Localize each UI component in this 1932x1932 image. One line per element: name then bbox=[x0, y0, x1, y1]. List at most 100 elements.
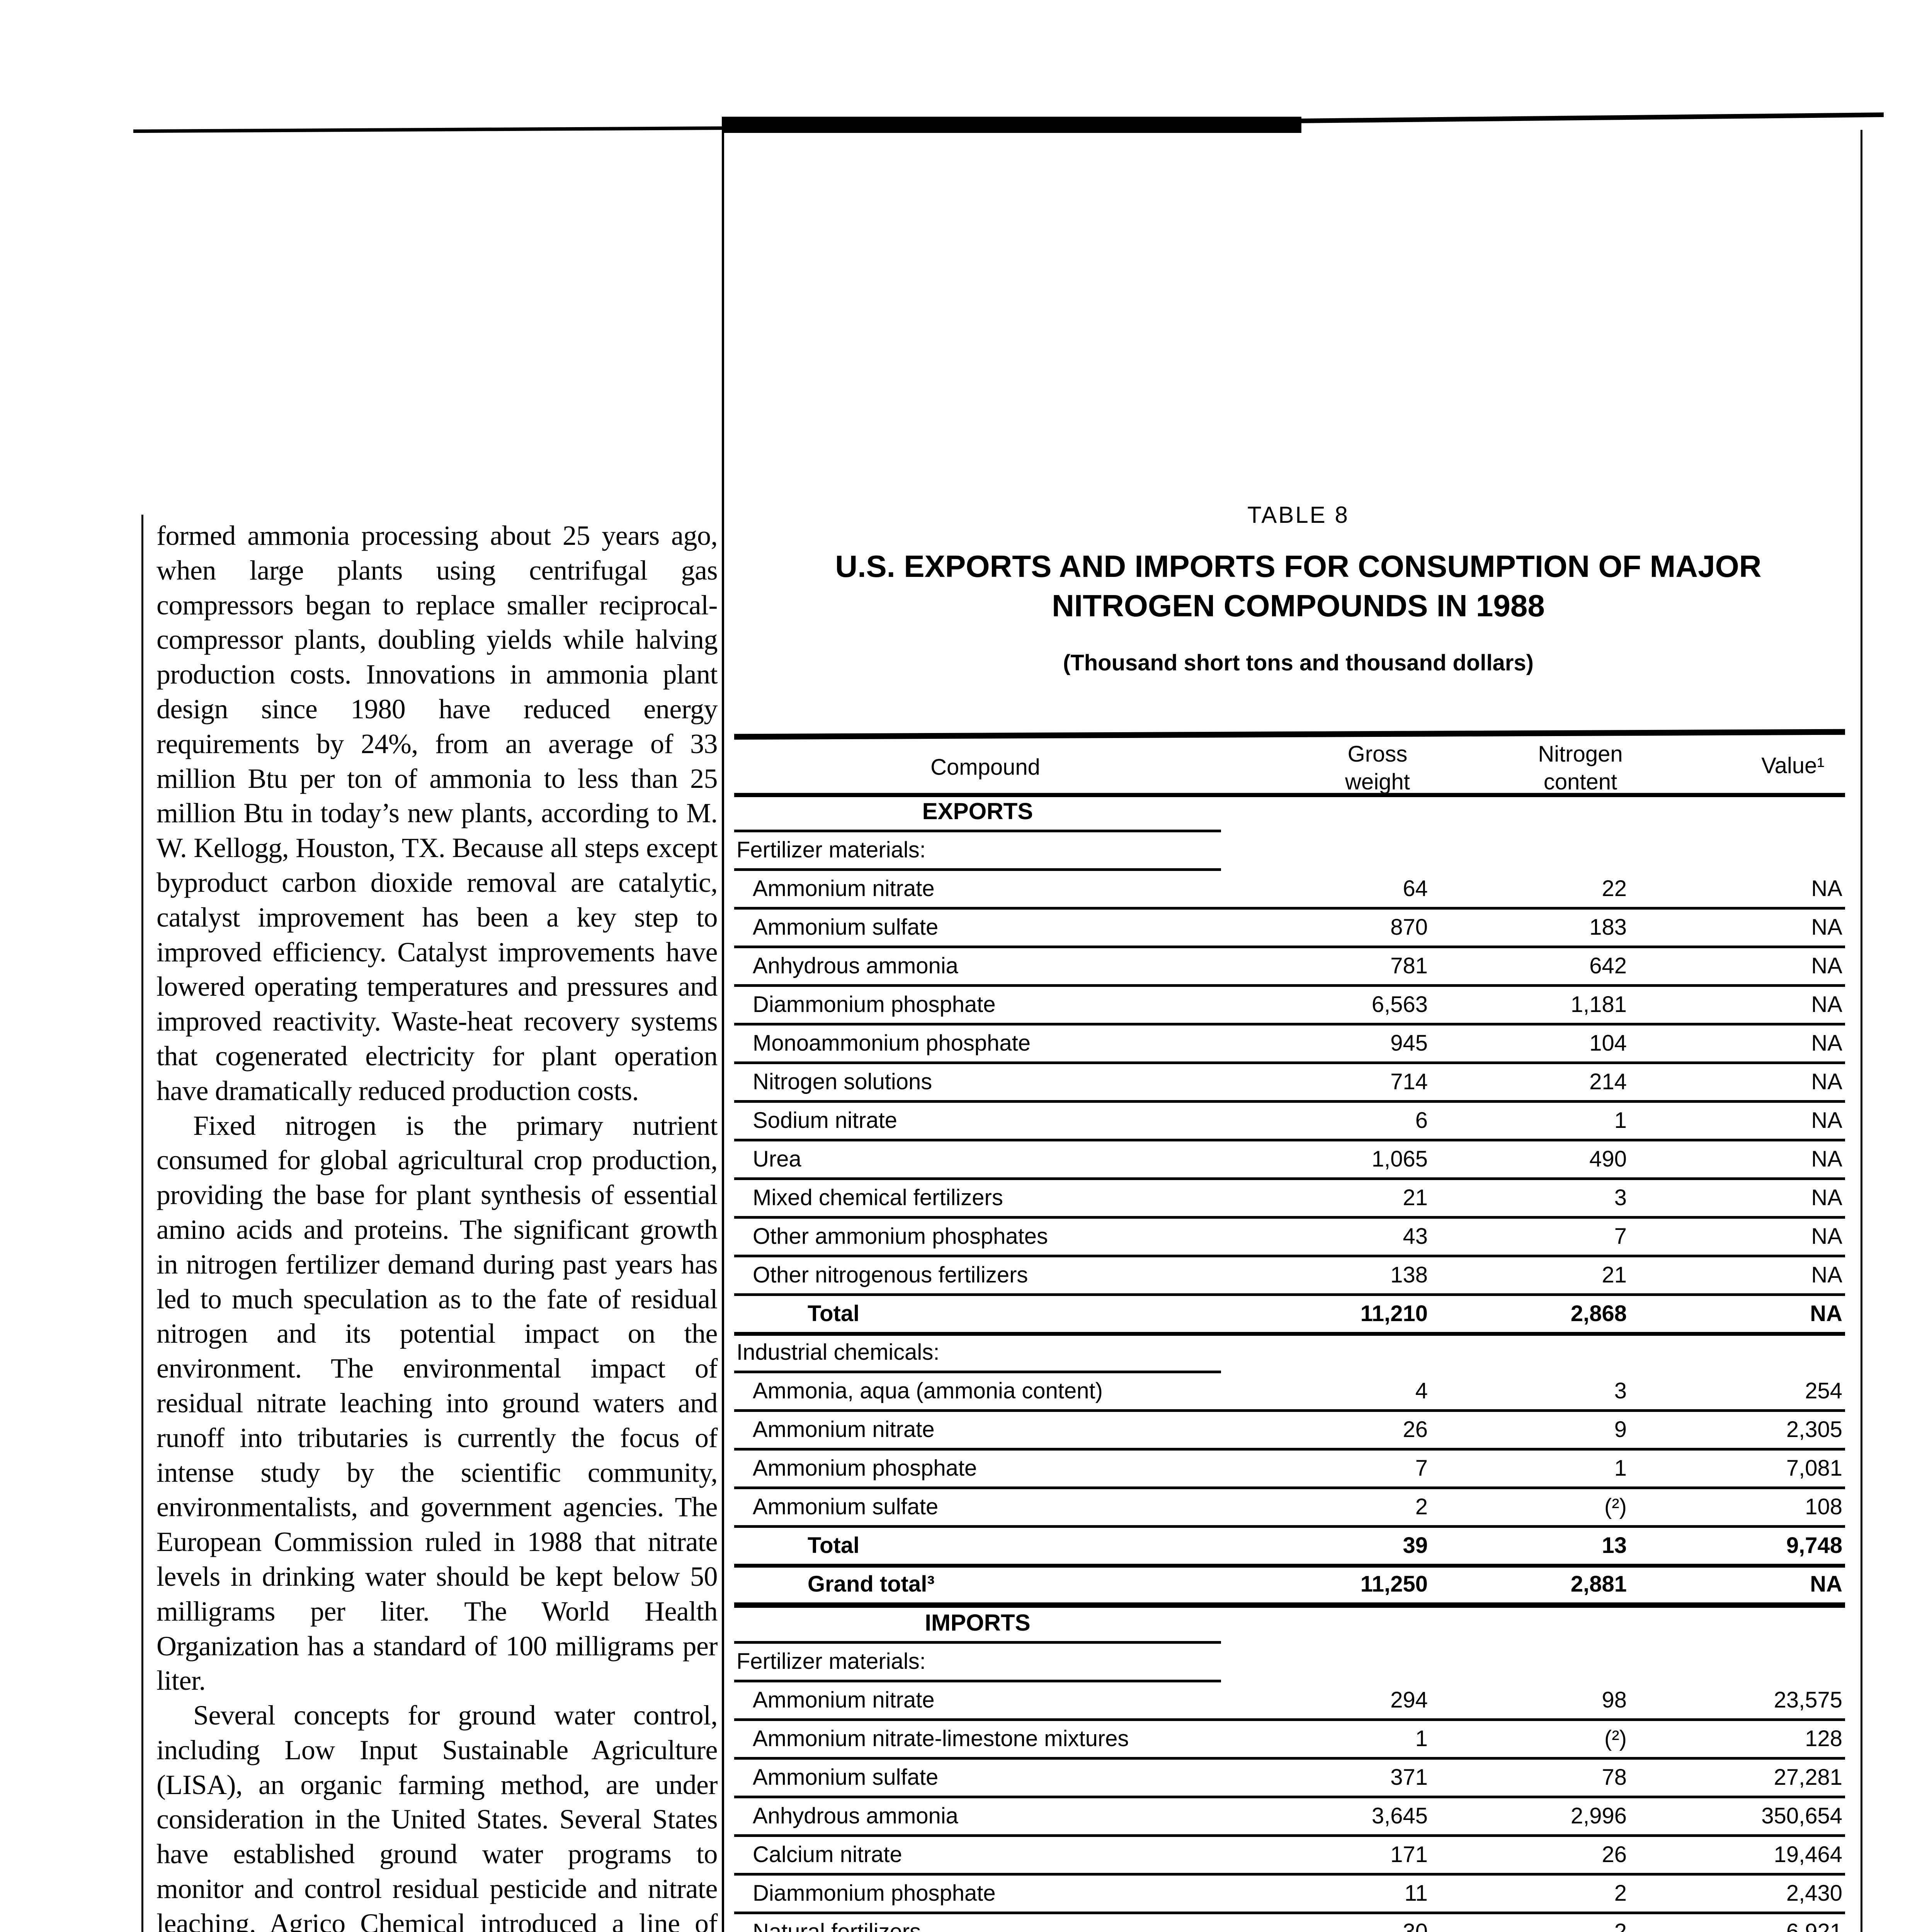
cell-nitrogen-content: 7 bbox=[1614, 1224, 1627, 1249]
row-label: Other nitrogenous fertilizers bbox=[753, 1262, 1028, 1287]
cell-nitrogen-content: 9 bbox=[1614, 1417, 1627, 1442]
table-title: U.S. EXPORTS AND IMPORTS FOR CONSUMPTION… bbox=[835, 549, 1762, 583]
row-separator-rule bbox=[734, 1757, 1845, 1760]
table-header-rule bbox=[734, 793, 1845, 797]
row-separator-rule bbox=[734, 907, 1845, 910]
row-separator-rule bbox=[734, 1293, 1845, 1296]
row-separator-rule bbox=[734, 1255, 1845, 1257]
cell-gross-weight: 11,210 bbox=[1360, 1301, 1428, 1326]
row-separator-rule bbox=[734, 1139, 1845, 1141]
cell-value: NA bbox=[1811, 992, 1842, 1017]
cell-nitrogen-content: 2 bbox=[1614, 1881, 1627, 1906]
row-label: Calcium nitrate bbox=[753, 1842, 902, 1867]
cell-gross-weight: 11,250 bbox=[1360, 1571, 1428, 1597]
cell-nitrogen-content: 1 bbox=[1614, 1108, 1627, 1133]
row-separator-rule bbox=[734, 1641, 1221, 1644]
cell-nitrogen-content: 22 bbox=[1602, 876, 1627, 901]
row-separator-rule bbox=[734, 1371, 1221, 1373]
cell-nitrogen-content: 214 bbox=[1589, 1069, 1627, 1094]
row-label: Ammonium nitrate bbox=[753, 876, 935, 901]
column-header-value: Value¹ bbox=[1761, 753, 1825, 778]
cell-gross-weight: 781 bbox=[1390, 953, 1428, 978]
row-label: Mixed chemical fertilizers bbox=[753, 1185, 1003, 1210]
row-separator-rule bbox=[734, 1332, 1845, 1336]
row-label: Total bbox=[808, 1301, 860, 1326]
column-header-gross-weight: weight bbox=[1345, 769, 1410, 794]
cell-value: 254 bbox=[1805, 1378, 1842, 1403]
cell-nitrogen-content: 13 bbox=[1602, 1533, 1627, 1558]
row-label: Ammonium sulfate bbox=[753, 915, 939, 940]
cell-gross-weight: 870 bbox=[1390, 915, 1428, 940]
row-separator-rule bbox=[734, 1216, 1845, 1219]
cell-gross-weight: 138 bbox=[1390, 1262, 1428, 1287]
row-label: Anhydrous ammonia bbox=[753, 1803, 958, 1828]
row-label: Monoammonium phosphate bbox=[753, 1031, 1031, 1056]
table-top-rule bbox=[734, 729, 1845, 740]
cell-value: 19,464 bbox=[1774, 1842, 1842, 1867]
body-text-column: formed ammonia processing about 25 years… bbox=[156, 519, 718, 1932]
cell-gross-weight: 171 bbox=[1390, 1842, 1428, 1867]
left-margin-rule bbox=[141, 515, 143, 1932]
cell-value: NA bbox=[1811, 1108, 1842, 1133]
row-label: Ammonium nitrate bbox=[753, 1417, 935, 1442]
row-separator-rule bbox=[734, 1409, 1845, 1412]
cell-value: NA bbox=[1811, 1069, 1842, 1094]
cell-nitrogen-content: 3 bbox=[1614, 1378, 1627, 1403]
cell-nitrogen-content: 1 bbox=[1614, 1456, 1627, 1481]
row-separator-rule bbox=[734, 1912, 1845, 1914]
column-header-nitrogen-content: content bbox=[1543, 769, 1617, 794]
cell-nitrogen-content: (²) bbox=[1604, 1494, 1627, 1519]
cell-gross-weight: 43 bbox=[1403, 1224, 1428, 1249]
cell-gross-weight: 714 bbox=[1390, 1069, 1428, 1094]
cell-value: NA bbox=[1810, 1571, 1842, 1597]
cell-value: NA bbox=[1811, 1185, 1842, 1210]
cell-gross-weight: 7 bbox=[1415, 1456, 1428, 1481]
row-separator-rule bbox=[734, 1525, 1845, 1528]
row-separator-rule bbox=[734, 984, 1845, 987]
row-separator-rule bbox=[734, 1873, 1845, 1876]
cell-value: 350,654 bbox=[1761, 1803, 1842, 1828]
cell-nitrogen-content: 3 bbox=[1614, 1185, 1627, 1210]
row-label: Nitrogen solutions bbox=[753, 1069, 932, 1094]
row-label: Ammonium sulfate bbox=[753, 1494, 939, 1519]
cell-gross-weight: 21 bbox=[1403, 1185, 1428, 1210]
row-separator-rule bbox=[734, 1564, 1845, 1568]
cell-gross-weight: 1,065 bbox=[1371, 1146, 1428, 1172]
scan-artifact-rule bbox=[722, 117, 1301, 133]
cell-gross-weight: 6,563 bbox=[1371, 992, 1428, 1017]
row-label: Diammonium phosphate bbox=[753, 1881, 996, 1906]
row-separator-rule bbox=[734, 868, 1221, 871]
cell-gross-weight: 11 bbox=[1404, 1881, 1428, 1906]
cell-nitrogen-content: 26 bbox=[1602, 1842, 1627, 1867]
cell-value: 7,081 bbox=[1786, 1456, 1842, 1481]
cell-gross-weight: 2 bbox=[1415, 1494, 1428, 1519]
cell-gross-weight: 4 bbox=[1415, 1378, 1428, 1403]
row-separator-rule bbox=[734, 1061, 1845, 1064]
cell-value: NA bbox=[1811, 1146, 1842, 1172]
row-label: Anhydrous ammonia bbox=[753, 953, 958, 978]
row-separator-rule bbox=[734, 1448, 1845, 1451]
cell-gross-weight: 39 bbox=[1403, 1533, 1428, 1558]
row-label: Fertilizer materials: bbox=[736, 1649, 926, 1674]
row-separator-rule bbox=[734, 1177, 1845, 1180]
row-label: Other ammonium phosphates bbox=[753, 1224, 1048, 1249]
cell-nitrogen-content: 2,881 bbox=[1570, 1571, 1627, 1597]
row-separator-rule bbox=[734, 1486, 1845, 1489]
cell-gross-weight: 3,645 bbox=[1371, 1803, 1428, 1828]
cell-gross-weight: 371 bbox=[1390, 1765, 1428, 1790]
cell-nitrogen-content: 490 bbox=[1589, 1146, 1627, 1172]
cell-value: 23,575 bbox=[1774, 1687, 1842, 1713]
row-label: Ammonium nitrate bbox=[753, 1687, 935, 1713]
cell-value: NA bbox=[1811, 1262, 1842, 1287]
cell-value: NA bbox=[1811, 876, 1842, 901]
cell-nitrogen-content: 2,996 bbox=[1570, 1803, 1627, 1828]
row-label: Grand total³ bbox=[808, 1571, 935, 1597]
table-section-heading: IMPORTS bbox=[925, 1610, 1031, 1636]
cell-value: 2,305 bbox=[1786, 1417, 1842, 1442]
cell-nitrogen-content: 104 bbox=[1589, 1031, 1627, 1056]
cell-gross-weight: 30 bbox=[1403, 1919, 1428, 1932]
cell-nitrogen-content: 2,868 bbox=[1570, 1301, 1627, 1326]
cell-value: 27,281 bbox=[1774, 1765, 1842, 1790]
cell-nitrogen-content: 2 bbox=[1614, 1919, 1627, 1932]
